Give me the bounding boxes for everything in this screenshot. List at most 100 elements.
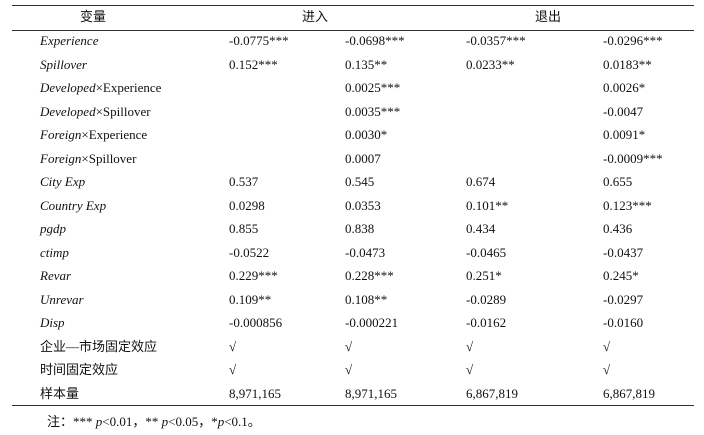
- row-label: Foreign×Spillover: [40, 151, 136, 167]
- cell: √: [345, 338, 353, 354]
- cell: 0.0026*: [603, 80, 646, 95]
- row-label: Unrevar: [40, 292, 84, 308]
- bottom-rule: [12, 405, 694, 406]
- cell: -0.0162: [466, 315, 507, 330]
- cell: 6,867,819: [603, 385, 655, 401]
- top-rule: [12, 5, 694, 6]
- cell: 0.655: [603, 174, 633, 189]
- cell: 0.436: [603, 221, 633, 236]
- row-label: 时间固定效应: [40, 362, 118, 378]
- cell: 8,971,165: [229, 385, 281, 401]
- cell: -0.0160: [603, 315, 644, 330]
- cell: -0.0289: [466, 291, 507, 307]
- cell: 0.0298: [229, 197, 265, 213]
- cell: 0.101**: [466, 197, 509, 213]
- cell: 0.109**: [229, 291, 272, 307]
- footnote-part: <0.05，*: [168, 414, 218, 429]
- row-label-main: 时间固定效应: [40, 362, 119, 377]
- row-label-suffix: ×Spillover: [95, 103, 151, 119]
- row-label-main: Revar: [40, 268, 72, 283]
- cell: √: [603, 362, 611, 377]
- cell: 6,867,819: [466, 385, 518, 401]
- row-label: Experience: [40, 33, 98, 49]
- row-label-suffix: ×Spillover: [81, 150, 137, 166]
- row-label: 样本量: [40, 386, 79, 402]
- header-cell: 变量: [79, 9, 107, 24]
- footnote-part: p: [161, 414, 169, 429]
- row-label: Country Exp: [40, 198, 106, 214]
- row-label: pgdp: [40, 221, 66, 237]
- header-cell: 进入: [301, 9, 329, 24]
- row-label: ctimp: [40, 245, 69, 261]
- cell: 0.135**: [345, 56, 388, 72]
- cell: -0.0047: [603, 103, 644, 119]
- row-label: Foreign×Experience: [40, 127, 147, 143]
- row-label-main: Spillover: [40, 56, 87, 72]
- row-label-main: City Exp: [40, 174, 86, 189]
- cell: -0.0522: [229, 244, 270, 260]
- footnote-part: 注：***: [47, 414, 96, 429]
- cell: -0.0465: [466, 244, 507, 260]
- cell: 0.229***: [229, 268, 278, 283]
- cell: 8,971,165: [345, 385, 397, 401]
- cell: 0.123***: [603, 197, 652, 213]
- row-label-main: Foreign: [40, 127, 82, 142]
- row-label-suffix: ×Experience: [81, 127, 148, 142]
- row-label-main: Experience: [40, 33, 99, 48]
- cell: -0.0357***: [466, 33, 526, 48]
- cell: 0.545: [345, 174, 375, 189]
- cell: -0.0009***: [603, 150, 663, 166]
- cell: -0.0437: [603, 244, 644, 260]
- row-label-main: Unrevar: [40, 291, 84, 307]
- row-label-suffix: ×Experience: [95, 80, 162, 95]
- cell: √: [466, 338, 474, 354]
- cell: 0.251*: [466, 268, 502, 283]
- footnote-part: <0.01，**: [102, 414, 162, 429]
- cell: 0.0091*: [603, 127, 646, 142]
- row-label: City Exp: [40, 174, 85, 190]
- row-label: Spillover: [40, 57, 87, 73]
- cell: -0.0297: [603, 291, 644, 307]
- header-rule: [12, 30, 694, 31]
- row-label: 企业—市场固定效应: [40, 339, 157, 355]
- cell: -0.0473: [345, 244, 386, 260]
- row-label: Developed×Experience: [40, 80, 161, 96]
- cell: 0.0035***: [345, 103, 401, 119]
- row-label-main: 样本量: [40, 385, 80, 401]
- cell: 0.0025***: [345, 80, 401, 95]
- cell: 0.537: [229, 174, 259, 189]
- row-label-main: Disp: [40, 315, 65, 330]
- cell: √: [466, 362, 474, 377]
- cell: -0.0775***: [229, 33, 289, 48]
- cell: √: [345, 362, 353, 377]
- cell: 0.0030*: [345, 127, 388, 142]
- cell: √: [229, 338, 237, 354]
- row-label-main: Developed: [40, 80, 96, 95]
- cell: -0.000856: [229, 315, 283, 330]
- cell: 0.674: [466, 174, 496, 189]
- row-label-main: pgdp: [40, 221, 66, 236]
- footnote-part: p: [217, 414, 225, 429]
- cell: -0.000221: [345, 315, 399, 330]
- footnote: 注：*** p<0.01，** p<0.05，*p<0.1。: [47, 414, 261, 430]
- cell: √: [229, 362, 237, 377]
- cell: 0.434: [466, 221, 496, 236]
- cell: √: [603, 338, 611, 354]
- row-label-main: ctimp: [40, 244, 69, 260]
- cell: -0.0698***: [345, 33, 405, 48]
- footnote-part: p: [95, 414, 103, 429]
- cell: 0.0007: [345, 150, 381, 166]
- footnote-part: <0.1。: [224, 414, 261, 429]
- cell: 0.245*: [603, 268, 639, 283]
- cell: 0.855: [229, 221, 259, 236]
- cell: 0.0353: [345, 197, 381, 213]
- cell: -0.0296***: [603, 33, 663, 48]
- row-label: Developed×Spillover: [40, 104, 151, 120]
- row-label: Disp: [40, 315, 65, 331]
- cell: 0.0183**: [603, 56, 652, 72]
- cell: 0.228***: [345, 268, 394, 283]
- row-label-main: Developed: [40, 103, 96, 119]
- header-cell: 退出: [534, 9, 562, 24]
- cell: 0.838: [345, 221, 375, 236]
